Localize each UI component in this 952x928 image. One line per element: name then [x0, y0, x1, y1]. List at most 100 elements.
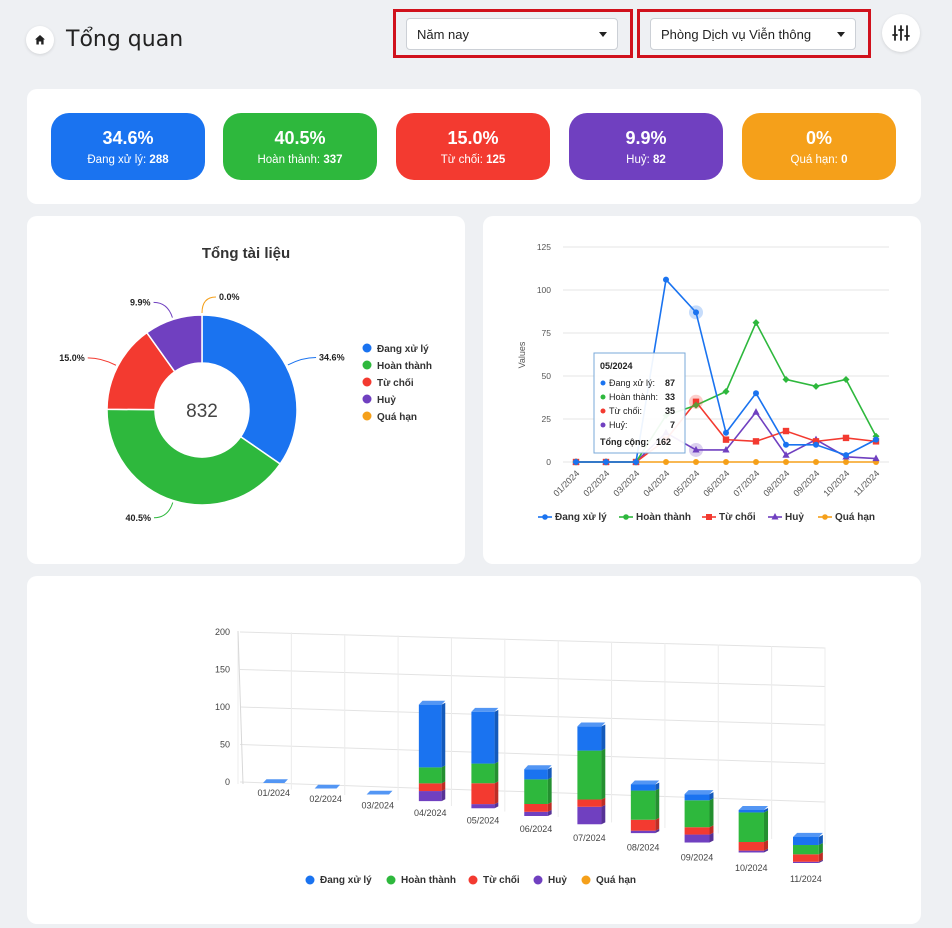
data-point — [873, 436, 879, 443]
bar-segment-side — [763, 848, 769, 853]
data-point — [693, 459, 699, 465]
filter-button[interactable] — [882, 14, 920, 52]
data-point — [812, 382, 820, 390]
legend-marker — [362, 343, 372, 353]
bar-segment — [524, 779, 548, 804]
bar-segment — [418, 783, 442, 792]
stat-label: Từ chối: 125 — [396, 154, 550, 166]
page-title: Tổng quan — [66, 27, 184, 52]
x-tick-label: 09/2024 — [681, 852, 714, 862]
bar-segment — [524, 811, 548, 816]
x-tick-label: 07/2024 — [573, 833, 606, 843]
department-select-highlight: Phòng Dịch vụ Viễn thông — [637, 9, 871, 58]
stat-count: 125 — [486, 154, 506, 166]
donut-chart: Tổng tài liệu 34.6% 40.5% 15.0% 9.9% 0.0% 832 Đ… — [59, 245, 432, 523]
stat-label-text: Từ chối: — [440, 154, 483, 166]
bar-top — [366, 790, 393, 795]
bar-segment-side — [763, 810, 769, 843]
tooltip-row-label: Đang xử lý: — [609, 378, 655, 388]
data-point — [783, 459, 789, 465]
bar-segment-side — [494, 781, 499, 805]
data-point — [872, 432, 880, 440]
y-tick-label: 150 — [215, 665, 230, 675]
stat-overdue[interactable]: 0% Quá hạn: 0 — [742, 113, 896, 180]
data-point — [633, 459, 639, 465]
data-point — [842, 434, 850, 442]
data-point — [722, 436, 730, 443]
department-select[interactable]: Phòng Dịch vụ Viễn thông — [650, 18, 856, 50]
stat-completed[interactable]: 40.5% Hoàn thành: 337 — [223, 113, 377, 180]
x-tick-label: 09/2024 — [791, 468, 821, 498]
legend-marker — [362, 377, 372, 387]
legend-marker — [542, 514, 548, 520]
bar-segment — [738, 812, 764, 843]
x-tick-label: 07/2024 — [731, 468, 761, 498]
stat-percent: 15.0% — [447, 128, 499, 148]
bar-segment-side — [818, 852, 823, 862]
data-point — [663, 459, 669, 465]
bar-chart-card: 0 50 100 150 200 01/2024 02/2024 03/2024 04/2024… — [27, 576, 921, 924]
x-tick-label: 08/2024 — [627, 842, 660, 852]
bar-segment-side — [601, 724, 606, 751]
data-point — [692, 401, 700, 409]
data-point — [753, 459, 759, 465]
stat-cancelled[interactable]: 9.9% Huỷ: 82 — [569, 113, 723, 180]
x-tick-label: 02/2024 — [581, 468, 611, 498]
legend-label: Huỷ — [548, 875, 567, 886]
legend-marker — [468, 875, 478, 885]
axis-line — [237, 630, 244, 785]
legend-marker — [386, 875, 396, 885]
bar-segment — [630, 819, 656, 831]
period-select[interactable]: Năm nay — [406, 18, 618, 50]
data-point — [782, 375, 790, 383]
bar-segment — [577, 750, 602, 800]
donut-slice — [201, 314, 298, 466]
legend-label: Quá hạn — [835, 512, 875, 523]
stat-percent: 0% — [805, 128, 832, 148]
bar-top — [314, 784, 341, 789]
bar-segment-side — [547, 809, 552, 816]
stat-label-text: Quá hạn: — [790, 154, 838, 166]
bar-segment-side — [655, 828, 660, 834]
stat-rejected[interactable]: 15.0% Từ chối: 125 — [396, 113, 550, 180]
bar-segment — [793, 836, 819, 846]
stat-label-text: Huỷ: — [626, 154, 650, 166]
home-button[interactable] — [26, 26, 54, 54]
legend-label: Đang xử lý — [555, 512, 607, 523]
bar-segment-side — [818, 859, 823, 863]
legend-marker — [771, 513, 779, 520]
x-tick-label: 08/2024 — [761, 468, 791, 498]
donut-slice — [106, 408, 282, 506]
bar-segment — [630, 790, 656, 820]
data-point — [782, 451, 790, 458]
tooltip-row-value: 33 — [665, 392, 675, 402]
gridline — [239, 669, 826, 687]
slice-leader-line — [201, 296, 217, 314]
bar-segment-side — [818, 842, 823, 855]
bar-segment-side — [655, 788, 660, 820]
gridline — [239, 744, 826, 764]
bar-segment — [630, 830, 656, 834]
stat-processing[interactable]: 34.6% Đang xử lý: 288 — [51, 113, 205, 180]
data-point — [692, 445, 700, 453]
bar-segment — [630, 784, 656, 791]
data-point — [813, 459, 819, 465]
data-point — [843, 452, 849, 459]
data-point — [752, 438, 760, 445]
x-tick-label: 01/2024 — [257, 788, 290, 798]
stat-percent: 40.5% — [274, 128, 326, 148]
data-point — [573, 459, 579, 465]
slice-percent-label: 34.6% — [319, 352, 345, 362]
y-tick-label: 100 — [215, 702, 230, 712]
home-icon — [35, 35, 45, 45]
line-chart: 0 25 50 75 100 125 Values 01/2024 02/2024 03/2024… — [517, 242, 889, 523]
bar-top — [630, 780, 660, 785]
bar-top — [684, 790, 714, 795]
data-point — [813, 441, 819, 448]
stat-label: Huỷ: 82 — [569, 154, 723, 166]
x-tick-label: 03/2024 — [611, 468, 641, 498]
bar-segment-side — [709, 825, 714, 835]
gridline — [239, 631, 826, 649]
stat-percent: 34.6% — [102, 128, 154, 148]
stat-percent: 9.9% — [625, 128, 667, 148]
